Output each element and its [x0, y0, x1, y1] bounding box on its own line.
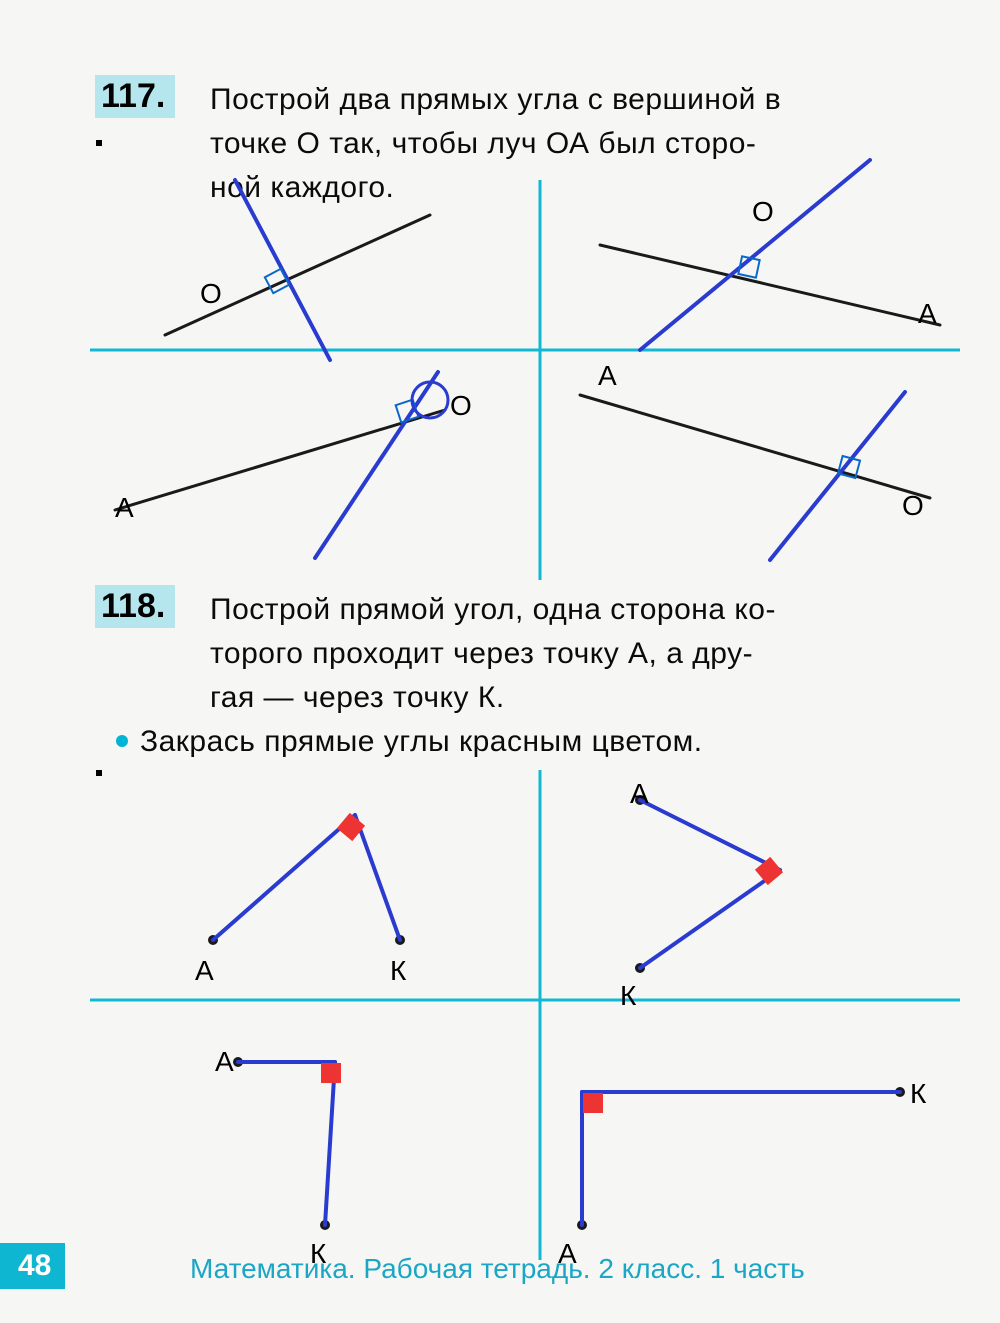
ex118-label-A-tr: А	[630, 778, 649, 810]
ex117-label-A-bl: А	[115, 492, 134, 524]
page-footer: Математика. Рабочая тетрадь. 2 класс. 1 …	[190, 1253, 805, 1285]
ex117-label-O-bl: О	[450, 390, 472, 422]
ex117-label-O-tr: О	[752, 196, 774, 228]
ex118-label-A-bl: А	[215, 1046, 234, 1078]
ex118-label-A-br: А	[558, 1238, 577, 1270]
ex117-label-A-tr: А	[918, 298, 937, 330]
ex118-diagram	[0, 0, 1000, 1323]
ex118-label-K-br: К	[910, 1078, 926, 1110]
page: 117. Построй два прямых угла с вершиной …	[0, 0, 1000, 1323]
ex117-label-O-br: О	[902, 490, 924, 522]
page-number: 48	[0, 1243, 65, 1289]
ex118-label-K-tr: К	[620, 980, 636, 1012]
ex118-label-K-tl: К	[390, 955, 406, 987]
ex118-label-K-bl: К	[310, 1238, 326, 1270]
ex118-label-A-tl: А	[195, 955, 214, 987]
ex117-label-O-tl: О	[200, 278, 222, 310]
ex117-label-A-br: А	[598, 360, 617, 392]
